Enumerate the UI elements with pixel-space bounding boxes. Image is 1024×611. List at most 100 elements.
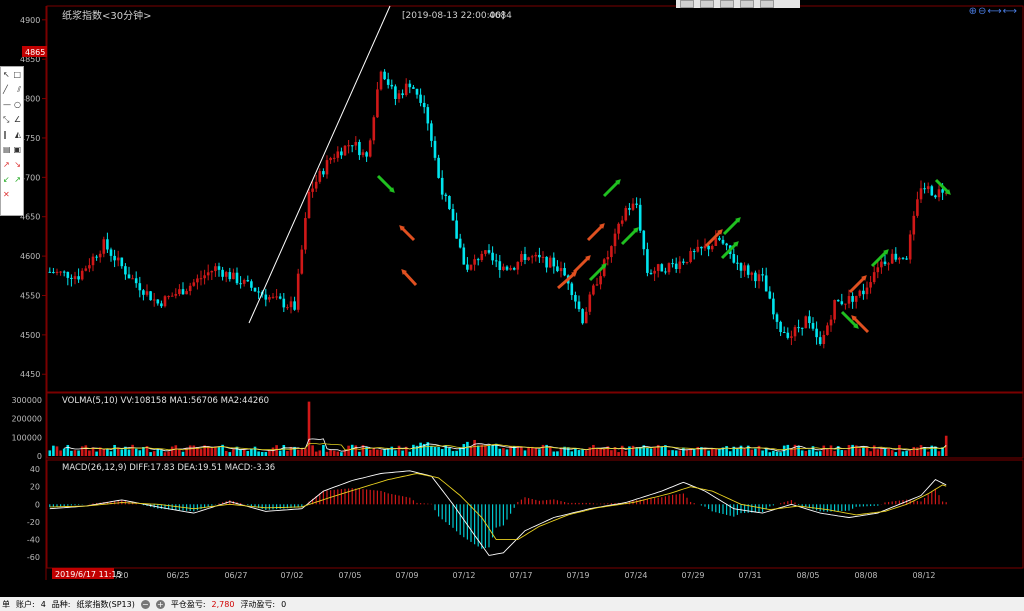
signal-arrow-head: [571, 271, 578, 277]
green-arrow-icon[interactable]: ↙: [3, 175, 10, 184]
candle-body: [134, 278, 138, 284]
volume-bar: [541, 444, 545, 456]
volume-bar: [91, 447, 95, 456]
pointer-icon[interactable]: ↖: [3, 70, 10, 79]
rectangle-icon[interactable]: □: [13, 70, 21, 79]
candle-body: [685, 262, 689, 264]
x-axis-label: 07/29: [681, 571, 704, 580]
signal-arrow-head: [861, 275, 867, 281]
candle-body: [858, 290, 862, 296]
candle-body: [484, 250, 487, 254]
candle-body: [257, 291, 260, 293]
candle-body: [361, 152, 365, 156]
volume-bar: [235, 446, 239, 456]
ellipse-icon[interactable]: ○: [14, 100, 21, 109]
delete-icon[interactable]: ✕: [3, 190, 10, 199]
candle-body: [818, 337, 822, 345]
x-axis-label: 08/12: [912, 571, 935, 580]
fibonacci-icon[interactable]: ◭: [14, 130, 21, 139]
red-arrow-down-icon[interactable]: ↘: [14, 160, 21, 169]
volume-bar: [437, 447, 440, 456]
volume-bar: [127, 449, 131, 456]
volume-bar: [224, 450, 228, 456]
volume-bar: [811, 446, 815, 456]
candle-body: [797, 327, 800, 329]
variety-select[interactable]: 纸浆指数(SP13): [76, 599, 135, 609]
macd-tick-label: -60: [27, 553, 40, 562]
volume-bar: [458, 447, 462, 456]
candle-body: [872, 272, 876, 283]
volume-bar: [448, 447, 451, 456]
candle-body: [556, 266, 559, 272]
candle-body: [318, 171, 322, 182]
volume-bar: [764, 448, 768, 456]
text-icon[interactable]: ▤: [3, 145, 11, 154]
volume-bar: [325, 451, 329, 456]
volume-bar: [631, 445, 635, 456]
volume-bar: [206, 446, 210, 456]
candle-body: [242, 280, 246, 284]
price-axis-ticks: 4450 4500 4550 4600 4650 4700 4750 4800 4850 4900: [20, 16, 46, 379]
candle-body: [293, 301, 296, 310]
volume-bar: [185, 447, 188, 456]
candle-body: [52, 271, 55, 273]
volume-bar: [70, 450, 73, 456]
candle-body: [174, 294, 178, 296]
account-select[interactable]: 4: [40, 599, 46, 609]
candle-body: [854, 295, 858, 302]
angle-icon[interactable]: ∠: [13, 115, 21, 124]
volume-bar: [512, 445, 516, 456]
candle-body: [412, 87, 415, 89]
volume-bar: [163, 452, 167, 456]
save-icon[interactable]: ▣: [13, 145, 21, 154]
x-axis-label: 07/12: [452, 571, 475, 580]
volume-bar: [563, 446, 566, 456]
volume-bar: [592, 444, 595, 456]
signal-arrow-head: [599, 223, 605, 229]
toolbar-button[interactable]: [680, 0, 694, 8]
volume-bar: [509, 446, 512, 456]
candle-body: [124, 266, 127, 275]
candle-body: [782, 332, 786, 334]
candle-body: [498, 261, 502, 271]
volume-bar: [246, 451, 250, 456]
candle-body: [674, 263, 678, 269]
volume-bar: [386, 448, 390, 456]
red-arrow-icon[interactable]: ↗: [3, 160, 10, 169]
candle-body: [779, 321, 782, 333]
horizontal-line-icon[interactable]: —: [3, 100, 11, 109]
toolbar-button[interactable]: [760, 0, 774, 8]
toolbar-button[interactable]: [720, 0, 734, 8]
volume-bar: [476, 445, 480, 456]
candle-body: [102, 239, 106, 254]
candle-body: [847, 296, 851, 304]
minus-icon[interactable]: −: [140, 599, 150, 609]
line-icon[interactable]: ╱: [3, 85, 8, 94]
vertical-lines-icon[interactable]: ‖: [3, 130, 7, 139]
toolbar-button[interactable]: [700, 0, 714, 8]
volume-bar: [372, 448, 376, 456]
candle-body: [127, 274, 131, 279]
candle-body: [228, 272, 232, 280]
chart-title: 纸浆指数<30分钟>: [62, 9, 151, 22]
x-axis-label: 07/24: [624, 571, 647, 580]
zoom-controls[interactable]: ⊕⊖⟷⟷: [968, 6, 1018, 17]
plus-icon[interactable]: +: [155, 599, 165, 609]
date-marker: 2019/6/17 11:15: [55, 570, 122, 579]
candle-body: [120, 257, 124, 267]
green-arrow-up-icon[interactable]: ↗: [14, 175, 21, 184]
ray-icon[interactable]: ⤡: [3, 115, 10, 124]
volume-bar: [887, 447, 890, 456]
candle-body: [775, 314, 779, 322]
volume-bar: [610, 450, 613, 456]
parallel-line-icon[interactable]: ⫽: [17, 85, 21, 94]
menu-label[interactable]: 单: [2, 599, 10, 609]
volume-bar: [210, 448, 214, 456]
toolbar-button[interactable]: [740, 0, 754, 8]
volume-bar: [836, 446, 840, 456]
trend-line[interactable]: [248, 5, 391, 324]
volume-bar: [642, 445, 646, 456]
candle-body: [336, 151, 340, 158]
volume-bar: [682, 447, 685, 456]
